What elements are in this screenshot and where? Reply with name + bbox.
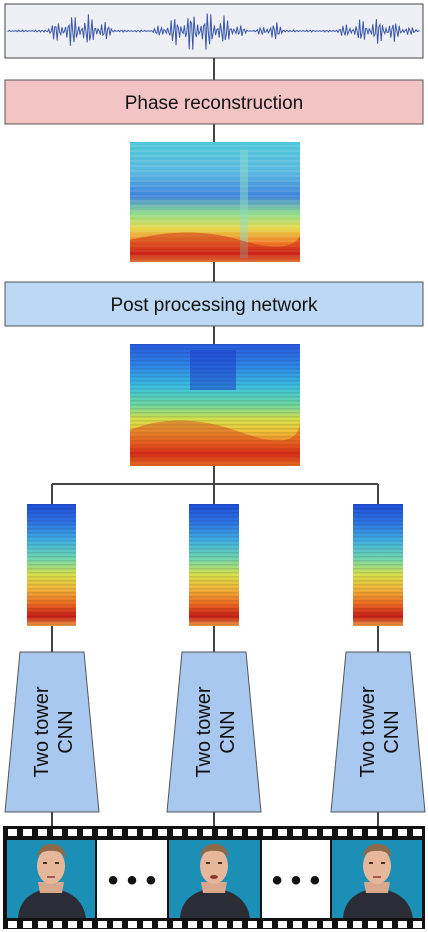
sprocket-hole xyxy=(308,829,317,836)
sprocket-hole xyxy=(338,921,347,928)
spectrogram-input xyxy=(130,344,300,466)
sprocket-hole xyxy=(278,829,287,836)
face-frame-2 xyxy=(169,840,260,918)
sprocket-hole xyxy=(188,829,197,836)
sprocket-hole xyxy=(23,829,32,836)
sprocket-hole xyxy=(128,921,137,928)
sprocket-hole xyxy=(8,829,17,836)
sprocket-hole xyxy=(368,829,377,836)
post-processing-box: Post processing network xyxy=(4,281,424,327)
ellipsis-2: • • • xyxy=(272,864,320,897)
sprocket-hole xyxy=(248,921,257,928)
sprocket-hole xyxy=(368,921,377,928)
face-frame-icon xyxy=(18,843,86,918)
sprocket-hole xyxy=(203,921,212,928)
sprocket-hole xyxy=(83,921,92,928)
sprocket-hole xyxy=(353,921,362,928)
sprocket-hole xyxy=(23,921,32,928)
waveform-icon xyxy=(7,13,420,50)
face-frame-1 xyxy=(7,840,95,918)
sprocket-hole xyxy=(263,921,272,928)
sprocket-hole xyxy=(53,921,62,928)
phase-reconstruction-label: Phase reconstruction xyxy=(125,93,304,114)
sprocket-hole xyxy=(233,921,242,928)
sprocket-hole xyxy=(263,829,272,836)
sprocket-hole xyxy=(413,829,422,836)
sprocket-hole xyxy=(383,829,392,836)
tower-label-line1: Two tower xyxy=(31,686,53,777)
sprocket-hole xyxy=(68,921,77,928)
sprocket-hole xyxy=(323,829,332,836)
connector-lines xyxy=(51,58,379,838)
face-frame-icon xyxy=(343,843,413,918)
sprocket-hole xyxy=(143,829,152,836)
sprocket-hole xyxy=(413,921,422,928)
spectrogram-output xyxy=(130,142,300,262)
sprocket-hole xyxy=(98,829,107,836)
sprocket-hole xyxy=(293,921,302,928)
sprocket-hole xyxy=(173,921,182,928)
tower-cnn-3: Two tower CNN xyxy=(330,651,426,813)
spectrogram-chunk-1 xyxy=(27,504,76,626)
sprocket-hole xyxy=(173,829,182,836)
sprocket-hole xyxy=(38,921,47,928)
sprocket-hole xyxy=(218,829,227,836)
sprocket-hole xyxy=(398,829,407,836)
sprocket-hole xyxy=(68,829,77,836)
sprocket-hole xyxy=(188,921,197,928)
sprocket-hole xyxy=(38,829,47,836)
sprocket-hole xyxy=(113,921,122,928)
sprocket-hole xyxy=(353,829,362,836)
spectrogram-chunk-3 xyxy=(353,504,403,626)
sprocket-hole xyxy=(233,829,242,836)
sprocket-hole xyxy=(143,921,152,928)
sprocket-hole xyxy=(398,921,407,928)
sprocket-hole xyxy=(98,921,107,928)
sprocket-hole xyxy=(83,829,92,836)
sprocket-hole xyxy=(53,829,62,836)
tower-label-line1: Two tower xyxy=(193,686,215,777)
sprocket-hole xyxy=(158,829,167,836)
tower-cnn-2: Two tower CNN xyxy=(166,651,262,813)
sprocket-hole xyxy=(308,921,317,928)
tower-cnn-1: Two tower CNN xyxy=(4,651,100,813)
sprocket-hole xyxy=(203,829,212,836)
sprocket-hole xyxy=(113,829,122,836)
sprocket-hole xyxy=(158,921,167,928)
spectrogram-chunk-2 xyxy=(189,504,239,626)
waveform-panel xyxy=(4,3,424,59)
sprocket-hole xyxy=(218,921,227,928)
post-processing-label: Post processing network xyxy=(111,295,318,316)
tower-label-line2: CNN xyxy=(217,710,239,753)
tower-label-line2: CNN xyxy=(381,710,403,753)
sprocket-hole xyxy=(128,829,137,836)
sprocket-hole xyxy=(383,921,392,928)
ellipsis-1: • • • xyxy=(108,864,156,897)
sprocket-hole xyxy=(323,921,332,928)
sprocket-hole xyxy=(8,921,17,928)
tower-label-line1: Two tower xyxy=(357,686,379,777)
film-strip-icon: • • • • • • xyxy=(3,826,425,929)
sprocket-hole xyxy=(293,829,302,836)
face-frame-icon xyxy=(180,843,250,918)
phase-reconstruction-box: Phase reconstruction xyxy=(4,79,424,125)
sprocket-hole xyxy=(278,921,287,928)
sprocket-hole xyxy=(248,829,257,836)
sprocket-hole xyxy=(338,829,347,836)
face-frame-3 xyxy=(332,840,422,918)
tower-label-line2: CNN xyxy=(55,710,77,753)
